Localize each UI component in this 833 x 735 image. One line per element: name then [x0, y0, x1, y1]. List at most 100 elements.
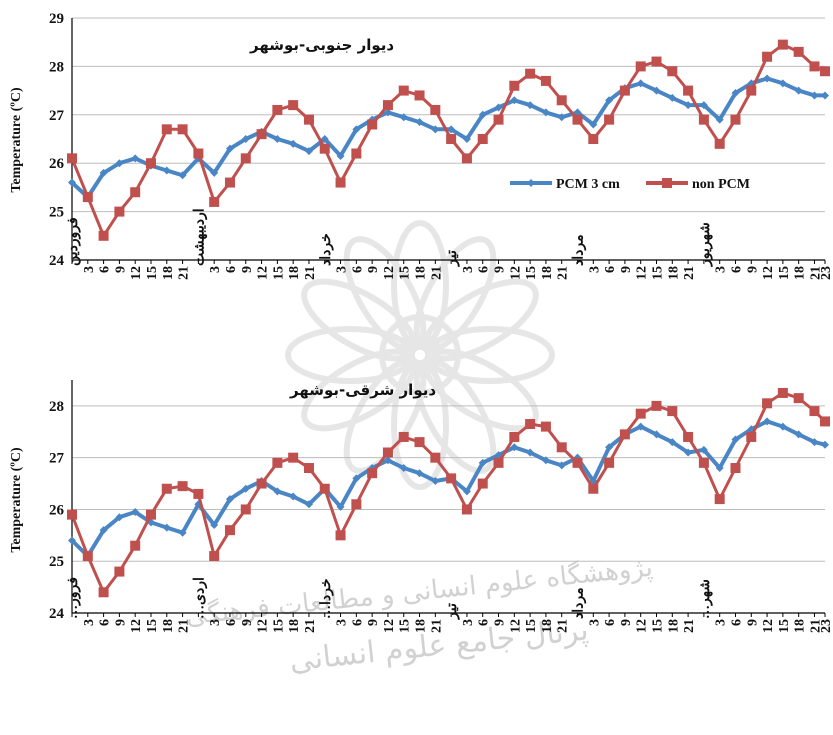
x-tick-label: 15: [145, 266, 160, 280]
data-point-pcm: [652, 86, 661, 95]
data-point-non-pcm: [588, 134, 599, 144]
data-point-pcm: [526, 101, 535, 110]
x-tick-label: 12: [129, 619, 144, 633]
data-point-pcm: [415, 118, 424, 127]
data-point-pcm: [462, 487, 471, 496]
x-tick-label-month: فروردین: [66, 217, 81, 266]
x-tick-label: 21: [808, 266, 823, 280]
data-point-pcm: [383, 456, 392, 465]
data-point-non-pcm: [604, 114, 615, 125]
data-point-pcm: [304, 500, 313, 509]
data-point-pcm: [68, 178, 76, 187]
data-point-pcm: [763, 74, 772, 83]
x-tick-label: 9: [745, 266, 760, 273]
y-tick-labels: 24 25 26 27 28: [49, 399, 65, 622]
data-point-pcm: [225, 144, 234, 153]
data-point-non-pcm: [335, 177, 346, 188]
data-point-pcm: [557, 461, 566, 470]
y-tick-label: 27: [49, 451, 65, 467]
data-point-non-pcm: [556, 95, 567, 106]
data-point-non-pcm: [461, 504, 472, 515]
data-point-non-pcm: [572, 457, 583, 468]
data-point-non-pcm: [777, 39, 788, 50]
data-point-pcm: [699, 101, 708, 110]
x-tick-label: 6: [729, 266, 744, 273]
x-tick-label: 23: [819, 266, 833, 280]
data-point-pcm: [821, 440, 829, 449]
chart-title: دیوار شرقی-بوشهر: [289, 381, 436, 399]
data-point-pcm: [99, 526, 108, 535]
data-point-pcm: [778, 79, 787, 88]
x-tick-label: 21: [303, 619, 318, 633]
x-tick-label: 3: [208, 266, 223, 273]
data-point-pcm: [478, 110, 487, 119]
data-point-pcm: [652, 430, 661, 439]
data-point-non-pcm: [540, 421, 551, 432]
x-tick-label: 21: [556, 266, 571, 280]
data-point-pcm: [289, 139, 298, 148]
data-point-non-pcm: [698, 114, 709, 125]
x-tick-label: 18: [793, 619, 808, 633]
data-point-non-pcm: [193, 488, 204, 499]
data-point-pcm: [115, 159, 124, 168]
data-point-pcm: [273, 135, 282, 143]
y-axis-label: Temperature (ºC): [9, 87, 24, 193]
x-tick-label: 3: [335, 266, 350, 273]
data-point-pcm: [478, 458, 487, 467]
data-point-pcm: [731, 435, 740, 444]
data-point-pcm: [273, 487, 282, 496]
data-point-pcm: [605, 96, 614, 105]
x-tick-label: 12: [129, 266, 144, 280]
data-point-non-pcm: [114, 206, 125, 217]
series-group: [67, 387, 830, 598]
data-point-pcm: [431, 476, 440, 485]
y-tick-label: 24: [49, 253, 65, 269]
data-point-pcm: [763, 417, 772, 426]
y-tick-label: 24: [49, 606, 65, 622]
data-point-non-pcm: [809, 406, 820, 417]
data-point-non-pcm: [683, 431, 694, 442]
data-point-non-pcm: [714, 494, 725, 505]
x-tick-label: 18: [414, 619, 429, 633]
series-group: [67, 39, 830, 241]
data-point-non-pcm: [193, 148, 204, 159]
data-point-non-pcm: [288, 100, 299, 111]
data-point-pcm: [510, 96, 519, 105]
data-point-non-pcm: [414, 437, 425, 448]
x-tick-label-month: شهریور: [698, 222, 713, 267]
x-tick-label: 12: [256, 619, 271, 633]
data-point-non-pcm: [635, 408, 646, 419]
x-tick-label: 18: [161, 266, 176, 280]
x-tick-label: 6: [98, 619, 113, 626]
data-point-pcm: [399, 464, 408, 473]
x-tick-label: 18: [287, 266, 302, 280]
data-point-pcm: [336, 502, 345, 511]
data-point-pcm: [605, 443, 614, 452]
data-point-non-pcm: [730, 114, 741, 125]
data-point-non-pcm: [667, 406, 678, 417]
x-tick-label: 12: [635, 619, 650, 633]
data-point-non-pcm: [98, 230, 109, 241]
x-tick-label: 23: [819, 619, 833, 633]
x-tick-label: 3: [82, 266, 97, 273]
axes: [71, 380, 826, 617]
data-point-non-pcm: [319, 143, 330, 154]
data-point-non-pcm: [477, 478, 488, 489]
x-tick-label-month: تیر: [445, 250, 460, 267]
x-tick-label: 18: [414, 266, 429, 280]
data-point-pcm: [684, 448, 693, 457]
data-point-non-pcm: [820, 416, 830, 427]
x-tick-label-month: تیر: [445, 603, 460, 620]
data-point-pcm: [131, 154, 140, 163]
data-point-non-pcm: [430, 452, 441, 463]
legend-label-nonpcm: non PCM: [692, 177, 750, 192]
x-tick-label-month: شهر…: [698, 579, 713, 619]
data-point-pcm: [462, 135, 471, 143]
x-tick-label-month: مرداد: [572, 234, 587, 266]
data-point-pcm: [415, 469, 424, 478]
data-point-pcm: [241, 484, 250, 493]
x-tick-label: 15: [650, 266, 665, 280]
